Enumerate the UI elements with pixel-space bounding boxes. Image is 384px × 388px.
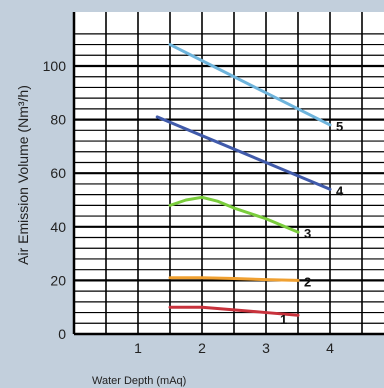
series-label-2: 2 [304, 274, 311, 289]
series-label-3: 3 [304, 226, 311, 241]
series-label-1: 1 [280, 312, 287, 327]
x-tick-label: 3 [262, 340, 270, 356]
series-label-5: 5 [336, 119, 343, 134]
series-labels: 1 2 3 4 5 [280, 119, 344, 327]
x-tick-label: 2 [198, 340, 206, 356]
series-line-2 [168, 276, 300, 282]
x-axis-ticks: 1 2 3 4 [134, 340, 334, 356]
y-axis-ticks: 0 20 40 60 80 100 [43, 58, 67, 342]
series-line-4 [155, 115, 332, 191]
series-line-3 [168, 195, 300, 234]
y-tick-label: 80 [50, 112, 66, 128]
x-tick-label: 4 [326, 340, 334, 356]
y-tick-label: 0 [58, 326, 66, 342]
x-tick-label: 1 [134, 340, 142, 356]
y-tick-label: 100 [43, 58, 67, 74]
series-line-5 [168, 43, 332, 127]
y-tick-label: 20 [50, 272, 66, 288]
y-tick-label: 60 [50, 165, 66, 181]
y-axis-title: Air Emission Volume (Nm³/h) [15, 85, 31, 265]
series-line-1 [168, 305, 300, 317]
series-label-4: 4 [336, 183, 344, 198]
x-axis-title: Water Depth (mAq) [92, 375, 186, 387]
y-tick-label: 40 [50, 219, 66, 235]
series-lines [155, 43, 332, 317]
